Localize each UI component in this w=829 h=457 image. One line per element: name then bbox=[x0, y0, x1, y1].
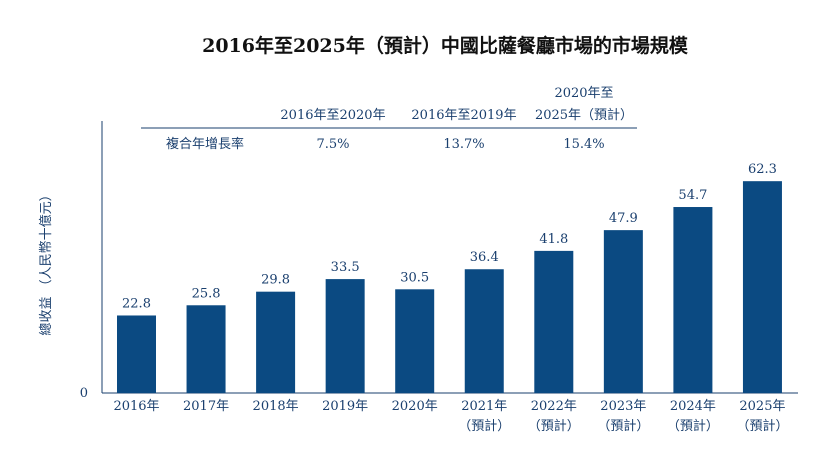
value-label-2: 29.8 bbox=[261, 273, 290, 288]
bar-2 bbox=[256, 291, 296, 393]
x-tick-label-9-0: 2025年 bbox=[739, 399, 785, 414]
x-tick-label-5-0: 2021年 bbox=[461, 399, 507, 414]
value-label-5: 36.4 bbox=[470, 250, 499, 265]
cagr-value-2016-2020: 7.5% bbox=[316, 137, 349, 152]
cagr-value-2020-2025: 15.4% bbox=[563, 137, 604, 152]
x-tick-label-6-1: （預計） bbox=[528, 418, 580, 434]
bar-1 bbox=[186, 305, 226, 393]
cagr-header-2020-2025-line2: 2025年（預計） bbox=[535, 107, 633, 123]
value-label-4: 30.5 bbox=[400, 270, 429, 285]
chart-title: 2016年至2025年（預計）中國比薩餐廳市場的市場規模 bbox=[202, 34, 689, 57]
x-tick-label-1-0: 2017年 bbox=[183, 399, 229, 414]
y-tick-zero: 0 bbox=[80, 386, 88, 401]
bar-0 bbox=[117, 315, 156, 393]
x-tick-label-5-1: （預計） bbox=[458, 418, 510, 434]
cagr-header-2016-2019: 2016年至2019年 bbox=[411, 108, 516, 123]
bar-5 bbox=[464, 269, 504, 393]
cagr-header-2020-2025-line1: 2020年至 bbox=[554, 86, 613, 101]
x-tick-label-0-0: 2016年 bbox=[113, 399, 159, 414]
cagr-header-2016-2020: 2016年至2020年 bbox=[280, 108, 385, 123]
bar-7 bbox=[603, 230, 643, 393]
value-label-6: 41.8 bbox=[539, 232, 568, 247]
value-label-7: 47.9 bbox=[609, 211, 638, 226]
x-tick-label-3-0: 2019年 bbox=[322, 399, 368, 414]
bars-group bbox=[117, 181, 782, 393]
y-axis-label: 總收益 （人民幣十億元） bbox=[38, 188, 54, 335]
x-tick-label-8-1: （預計） bbox=[667, 418, 719, 434]
value-labels-group: 22.8 25.8 29.8 33.5 30.5 36.4 41.8 47.9 54.7 62.3 bbox=[122, 162, 777, 311]
cagr-row-label: 複合年增長率 bbox=[166, 136, 244, 152]
value-label-3: 33.5 bbox=[331, 260, 360, 275]
value-label-9: 62.3 bbox=[748, 162, 777, 177]
bar-9 bbox=[742, 181, 782, 393]
x-tick-label-2-0: 2018年 bbox=[253, 399, 299, 414]
value-label-0: 22.8 bbox=[122, 296, 151, 311]
x-tick-label-7-0: 2023年 bbox=[600, 399, 646, 414]
value-label-1: 25.8 bbox=[192, 286, 221, 301]
value-label-8: 54.7 bbox=[678, 188, 707, 203]
x-tick-label-6-0: 2022年 bbox=[531, 399, 577, 414]
bar-6 bbox=[534, 250, 574, 393]
x-tick-label-8-0: 2024年 bbox=[670, 399, 716, 414]
x-tick-label-7-1: （預計） bbox=[597, 418, 649, 434]
bar-8 bbox=[673, 207, 713, 393]
x-tick-label-4-0: 2020年 bbox=[392, 399, 438, 414]
x-tick-label-9-1: （預計） bbox=[736, 418, 788, 434]
x-ticks-group: 2016年 2017年 2018年 2019年 2020年 2021年 （預計） 2022年 （… bbox=[113, 399, 788, 434]
cagr-value-2016-2019: 13.7% bbox=[443, 137, 484, 152]
cagr-table: 2016年至2020年 2016年至2019年 2020年至 2025年（預計）… bbox=[141, 86, 637, 152]
bar-3 bbox=[325, 279, 365, 393]
bar-4 bbox=[395, 289, 435, 393]
